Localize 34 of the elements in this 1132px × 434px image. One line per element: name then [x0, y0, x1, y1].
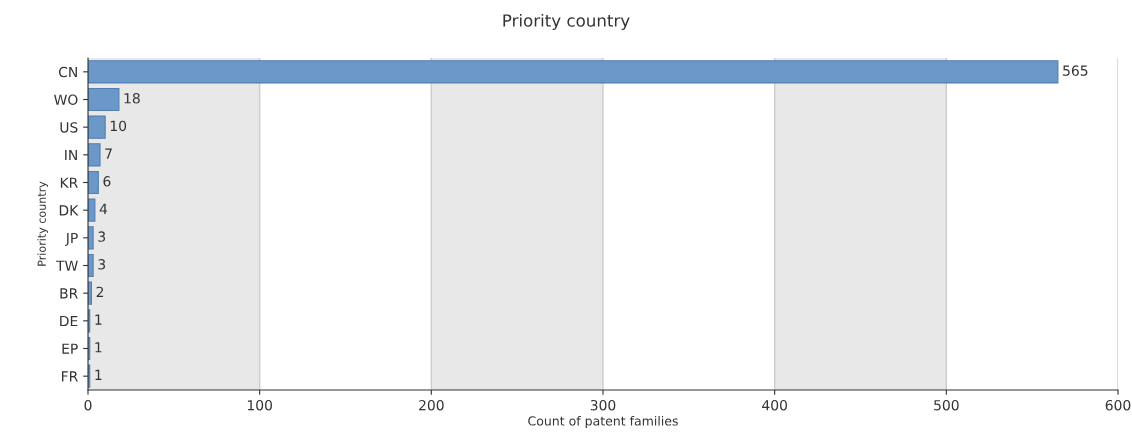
- data-label: 7: [105, 148, 112, 159]
- data-label: 3: [98, 231, 106, 242]
- data-label: 1: [95, 369, 102, 380]
- data-label: 6: [103, 176, 111, 187]
- data-label: 3: [98, 259, 106, 270]
- data-label: 1: [95, 342, 102, 353]
- data-label: 10: [110, 120, 127, 132]
- y-tick-label: FR: [62, 371, 78, 382]
- y-tick-label: BR: [60, 288, 78, 299]
- x-tick-label: 400: [762, 399, 787, 411]
- y-tick-label: IN: [65, 149, 77, 161]
- y-tick-label: WO: [54, 94, 78, 105]
- data-label: 4: [99, 203, 108, 214]
- x-axis-title: Count of patent families: [528, 415, 678, 429]
- x-tick-label: 200: [419, 399, 444, 411]
- data-label: 565: [1063, 65, 1088, 76]
- x-tick-label: 0: [84, 399, 92, 411]
- y-axis-title: Priority country: [37, 181, 49, 266]
- x-tick-label: 500: [934, 399, 959, 411]
- y-tick-label: JP: [65, 232, 78, 246]
- y-tick-label: DK: [59, 205, 79, 216]
- y-tick-label: DE: [60, 315, 78, 327]
- data-label: 18: [124, 93, 140, 104]
- x-tick-label: 300: [590, 399, 616, 411]
- chart-title: Priority country: [503, 13, 630, 31]
- y-tick-label: US: [60, 122, 78, 133]
- y-tick-label: TW: [56, 260, 78, 271]
- y-tick-label: EP: [62, 343, 78, 354]
- x-tick-label: 100: [247, 399, 272, 411]
- x-tick-label: 600: [1105, 399, 1131, 411]
- y-tick-label: CN: [58, 66, 77, 78]
- data-label: 2: [96, 286, 104, 297]
- data-label: 1: [95, 314, 102, 325]
- y-tick-label: KR: [60, 177, 78, 188]
